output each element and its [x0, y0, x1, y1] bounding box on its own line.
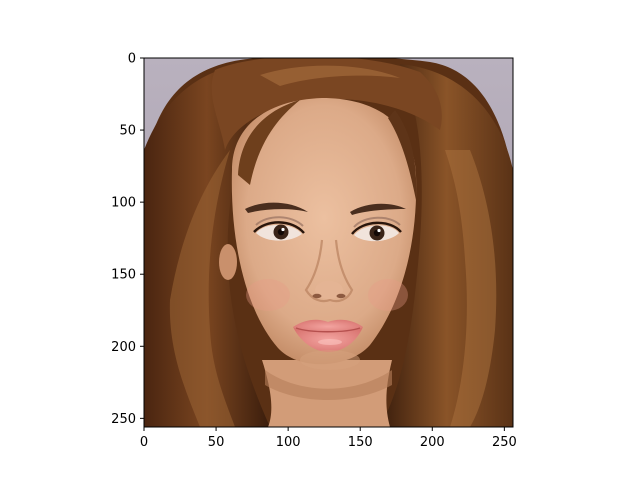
y-tick-label: 0 [128, 52, 136, 67]
x-tick-label: 150 [348, 435, 373, 450]
y-tick-label: 200 [111, 340, 136, 355]
y-tick-label: 250 [111, 412, 136, 427]
right-nostril [336, 293, 346, 299]
portrait-image [144, 58, 513, 427]
left-eye [253, 216, 305, 241]
hair-strand-forehead [238, 100, 300, 185]
x-tick-label: 100 [276, 435, 301, 450]
y-tick-label: 150 [111, 268, 136, 283]
neck-shadow [265, 370, 392, 400]
hair-crown [211, 58, 442, 150]
hair-strand-right-temple [388, 110, 417, 200]
face [231, 98, 417, 365]
y-axis: 0 50 100 150 200 250 [111, 52, 144, 427]
right-eyebrow [350, 203, 406, 215]
left-cheek [246, 279, 290, 311]
hair-highlight-left [169, 150, 235, 427]
x-tick-label: 0 [140, 435, 148, 450]
chin [300, 350, 360, 370]
left-nostril [312, 293, 322, 299]
x-tick-label: 250 [492, 435, 517, 450]
right-eye [351, 216, 402, 242]
hair-highlight-top [260, 65, 400, 86]
x-tick-label: 200 [420, 435, 445, 450]
x-tick-label: 50 [208, 435, 225, 450]
right-cheek [368, 279, 408, 311]
y-tick-label: 100 [111, 196, 136, 211]
left-ear [219, 244, 237, 280]
hair-highlight-right [445, 150, 497, 427]
nose [304, 239, 354, 303]
x-axis: 0 50 100 150 200 250 [140, 427, 517, 450]
nose-tip [315, 281, 343, 299]
left-eyebrow [245, 202, 308, 213]
axes-frame [143, 57, 514, 428]
lips [293, 319, 363, 352]
y-tick-label: 50 [119, 124, 136, 139]
